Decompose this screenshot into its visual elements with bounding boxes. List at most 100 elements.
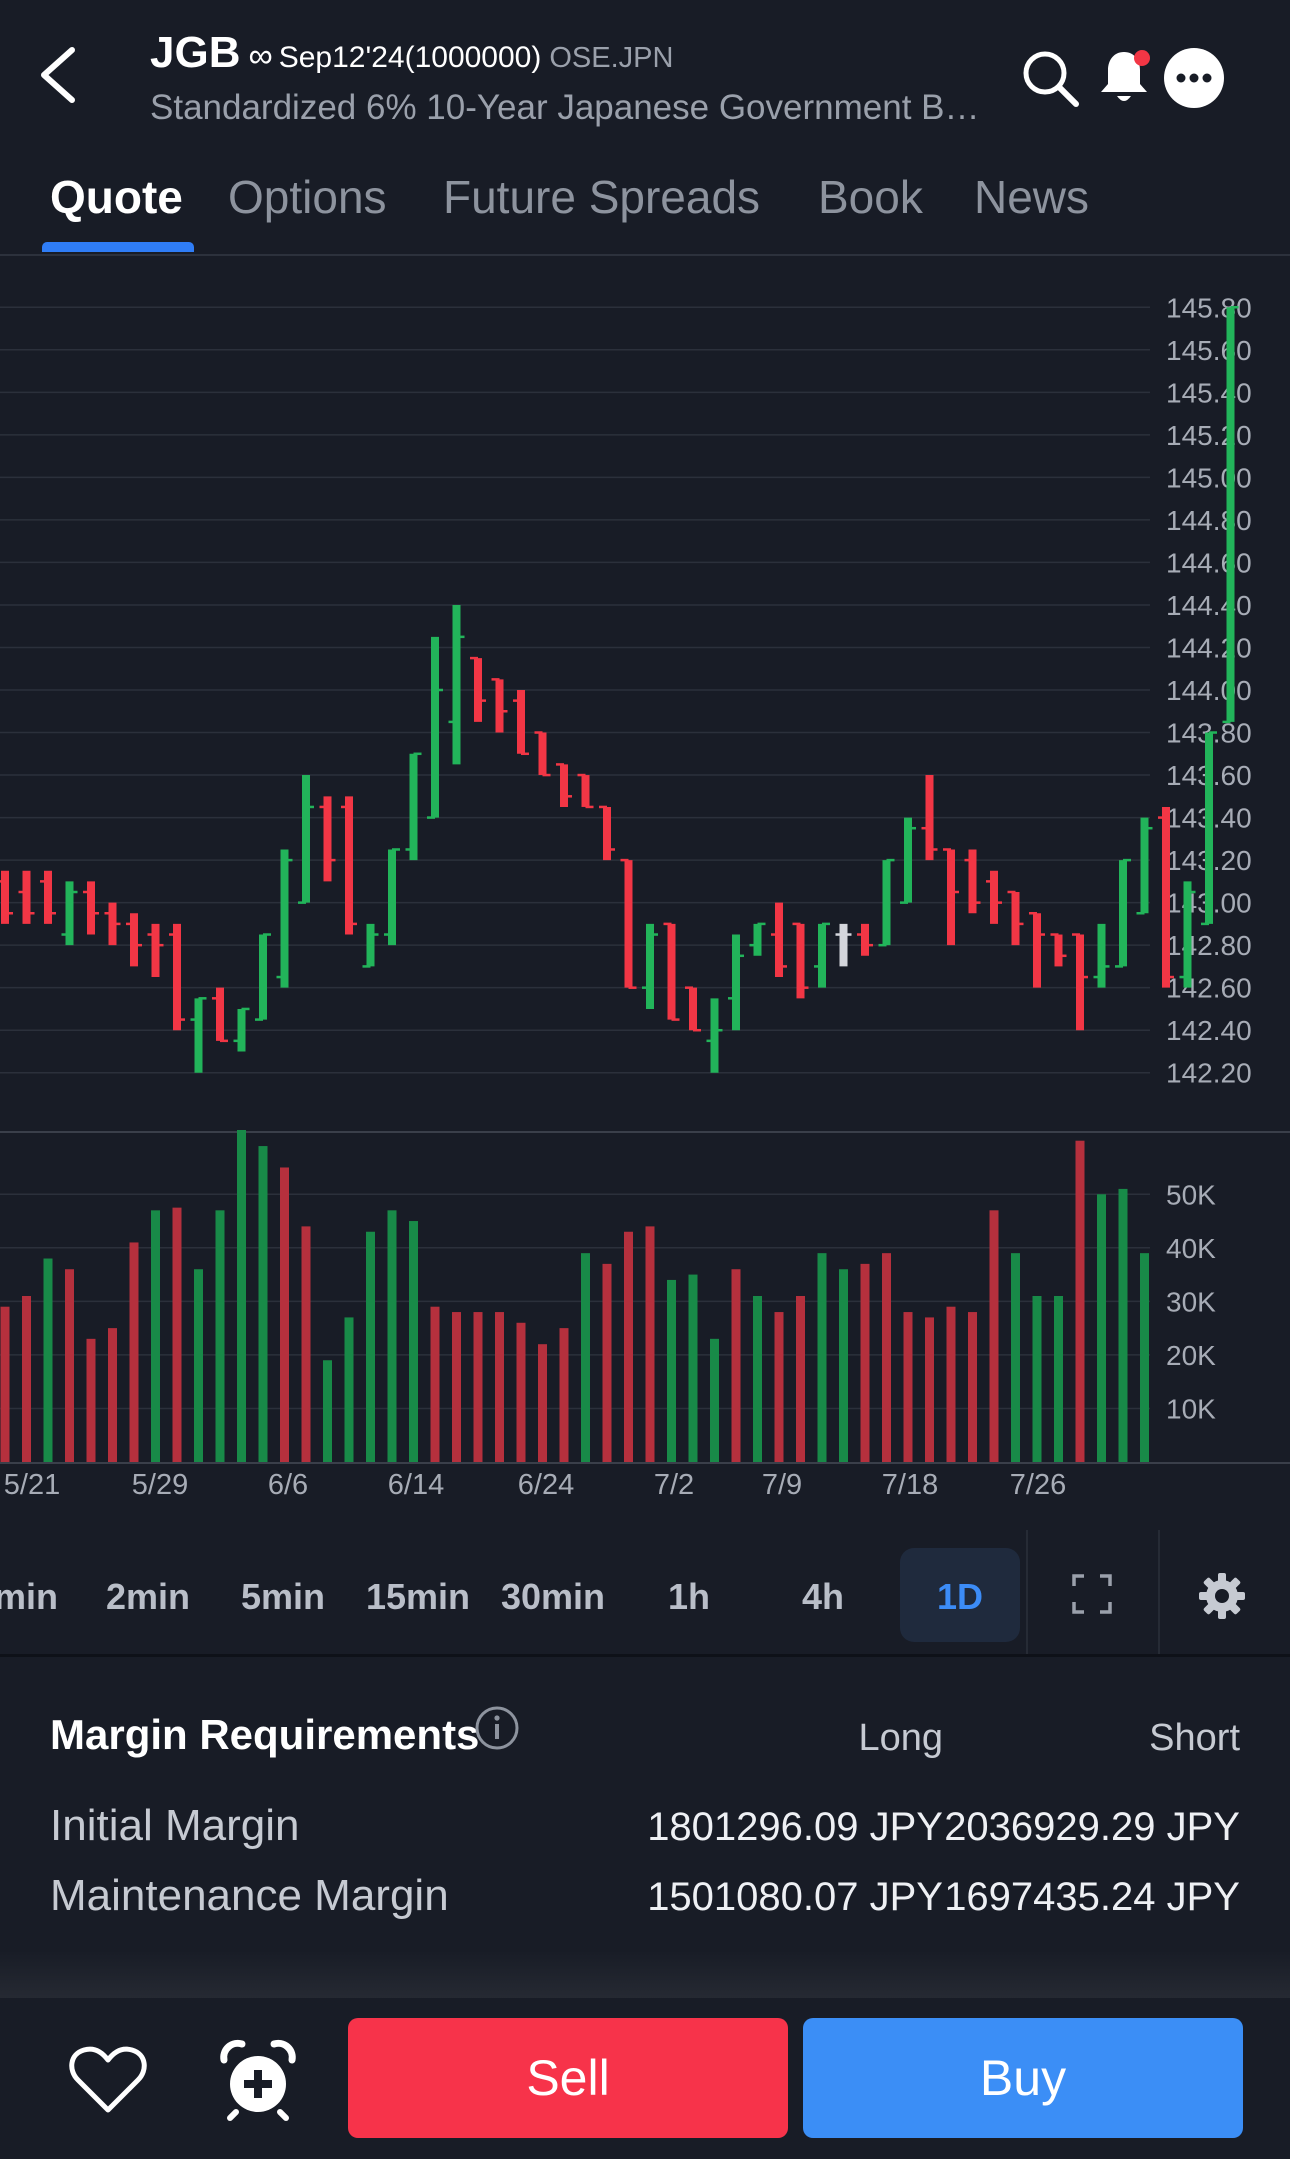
active-tab-indicator	[42, 242, 194, 252]
bell-icon[interactable]	[1092, 46, 1156, 110]
volume-bar	[753, 1296, 762, 1462]
volume-axis-label: 10K	[1166, 1393, 1216, 1424]
volume-bar	[409, 1221, 418, 1462]
volume-bar	[172, 1207, 182, 1462]
heart-icon[interactable]	[66, 2038, 150, 2122]
symbol: JGB	[150, 28, 241, 77]
bottom-action-bar: Sell Buy	[0, 1998, 1290, 2159]
volume-bar	[903, 1312, 913, 1462]
tab-future-spreads[interactable]: Future Spreads	[443, 171, 761, 223]
buy-button[interactable]: Buy	[803, 2018, 1243, 2138]
timeframe-15min[interactable]: 15min	[365, 1576, 471, 1617]
ohlc-bar	[1222, 306, 1239, 724]
ohlc-bar	[792, 922, 809, 999]
more-icon[interactable]	[1162, 46, 1226, 110]
volume-bar	[280, 1167, 289, 1462]
alarm-clock-add-icon[interactable]	[216, 2038, 300, 2122]
margin-col-long: Long	[858, 1717, 943, 1759]
ohlc-bar	[1007, 890, 1024, 946]
volume-bar	[645, 1226, 655, 1462]
ohlc-bar	[212, 987, 228, 1043]
volume-bar	[1032, 1296, 1042, 1462]
price-axis-label: 142.40	[1166, 1015, 1252, 1046]
volume-bar	[215, 1210, 225, 1462]
tab-news[interactable]: News	[974, 171, 1090, 223]
tab-book[interactable]: Book	[818, 171, 923, 223]
margin-row-long-value: 1501080.07 JPY	[647, 1875, 943, 1919]
volume-bar	[108, 1328, 117, 1462]
volume-bar	[839, 1269, 848, 1462]
back-chevron-icon[interactable]	[30, 40, 90, 110]
volume-bar	[817, 1253, 827, 1462]
timeframe-bar: min 2min 5min 15min 30min 1h 4h 1D	[0, 1530, 1290, 1657]
volume-bar	[301, 1226, 311, 1462]
price-chart[interactable]: 145.80 145.60 145.40 145.20 145.00 144.80 144.…	[0, 254, 1290, 1530]
volume-bar	[1140, 1253, 1149, 1462]
ohlc-bar	[1115, 858, 1131, 968]
ohlc-bar	[900, 817, 916, 904]
ohlc-bar	[599, 805, 615, 861]
ohlc-bar	[147, 923, 164, 978]
margin-requirements-panel: Margin Requirements Long Short Initial M…	[0, 1657, 1290, 1997]
ohlc-bar	[771, 902, 787, 978]
volume-bar	[667, 1279, 676, 1462]
volume-bar	[1054, 1296, 1063, 1462]
timeframe-4h[interactable]: 4h	[801, 1576, 845, 1617]
volume-bar	[43, 1258, 53, 1462]
timeframe-1h[interactable]: 1h	[667, 1576, 711, 1617]
ohlc-bar	[448, 604, 465, 765]
margin-row-label: Initial Margin	[50, 1801, 300, 1850]
volume-bar	[516, 1322, 526, 1462]
ohlc-bar	[706, 998, 723, 1073]
volume-bar	[473, 1312, 483, 1462]
ohlc-bar	[18, 870, 35, 924]
ohlc-bar	[728, 934, 744, 1031]
tab-bar: Quote Options Future Spreads Book News	[0, 150, 1290, 256]
volume-bar	[860, 1263, 870, 1462]
ohlc-bar	[513, 690, 529, 756]
price-axis-label: 145.40	[1166, 377, 1252, 408]
timeframe-5min[interactable]: 5min	[240, 1576, 326, 1617]
volume-bar	[1011, 1253, 1020, 1462]
settings-gear-icon[interactable]	[1198, 1572, 1246, 1620]
volume-bar	[1118, 1188, 1128, 1462]
volume-bar	[86, 1338, 96, 1462]
date-axis-label: 5/21	[4, 1469, 60, 1501]
timeframe-2min[interactable]: 2min	[105, 1576, 191, 1617]
volume-bar	[430, 1306, 440, 1462]
volume-bar	[925, 1317, 934, 1462]
ohlc-bar	[642, 923, 658, 1009]
price-axis-label: 142.60	[1166, 973, 1252, 1004]
ohlc-bar	[104, 902, 121, 946]
search-icon[interactable]	[1018, 46, 1082, 110]
sell-button[interactable]: Sell	[348, 2018, 788, 2138]
volume-bar	[624, 1231, 633, 1462]
ohlc-bar	[1072, 933, 1088, 1031]
volume-bar	[22, 1296, 31, 1462]
volume-bar	[0, 1306, 10, 1462]
section-shadow	[0, 1950, 1290, 2000]
volume-bar	[366, 1231, 375, 1462]
ohlc-bar	[298, 775, 314, 904]
timeframe-1d[interactable]: 1D	[936, 1576, 984, 1617]
tab-quote[interactable]: Quote	[50, 171, 183, 223]
info-icon[interactable]	[474, 1705, 520, 1751]
ohlc-bar	[61, 881, 78, 946]
timeframe-30min[interactable]: 30min	[500, 1576, 606, 1617]
ohlc-bar	[685, 986, 701, 1032]
price-axis-label: 142.20	[1166, 1058, 1252, 1089]
exchange: OSE.JPN	[549, 42, 674, 74]
fullscreen-icon[interactable]	[1072, 1574, 1112, 1614]
volume-bar	[65, 1269, 74, 1462]
tab-options[interactable]: Options	[228, 171, 387, 223]
timeframe-1min[interactable]: min	[0, 1576, 59, 1617]
date-axis-label: 7/18	[882, 1469, 938, 1501]
ohlc-bar	[276, 849, 293, 988]
volume-axis-label: 30K	[1166, 1286, 1216, 1317]
ohlc-bar	[40, 870, 56, 924]
price-axis-label: 142.80	[1166, 930, 1252, 961]
ohlc-bar	[577, 773, 594, 809]
ohlc-bar	[83, 881, 99, 935]
volume-bar	[258, 1146, 268, 1462]
ohlc-bar	[556, 763, 572, 807]
